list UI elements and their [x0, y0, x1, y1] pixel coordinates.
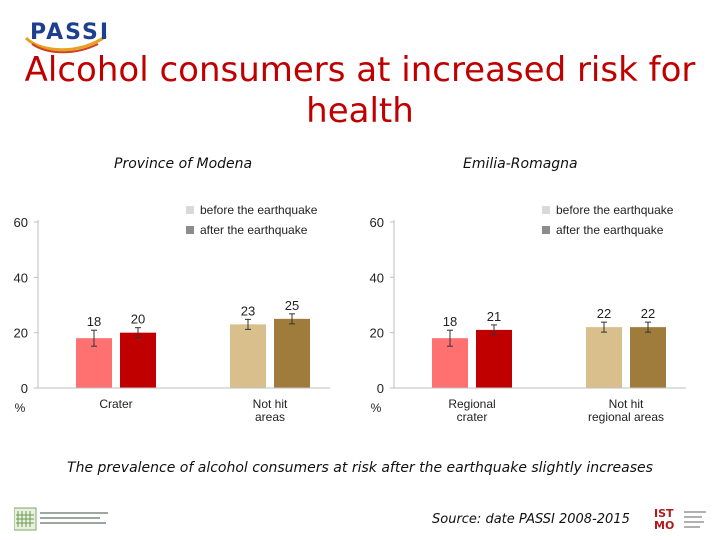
y-tick-label: 20 [14, 326, 28, 341]
bar-value-label: 21 [487, 309, 501, 324]
logo-text: PASSI [30, 20, 111, 45]
bar-after [274, 318, 310, 388]
slide-caption: The prevalence of alcohol consumers at r… [67, 460, 653, 476]
bar-value-label: 22 [641, 306, 655, 321]
y-tick-label: 40 [14, 270, 28, 285]
legend-swatch-before [186, 206, 194, 214]
y-tick-label: 0 [377, 381, 384, 396]
passi-logo-graphic [24, 34, 107, 54]
bar-value-label: 18 [443, 314, 457, 329]
y-axis-unit-label: % [371, 401, 382, 415]
bar-value-label: 18 [87, 314, 101, 329]
legend-label-before: before the earthquake [200, 203, 318, 217]
category-label: Crater [99, 397, 132, 411]
chart-title-emilia-romagna: Emilia-Romagna [463, 156, 578, 172]
istmo-logo-text: IST MO [654, 507, 675, 532]
y-tick-label: 0 [21, 381, 28, 396]
y-tick-label: 60 [14, 215, 28, 230]
y-tick-label: 60 [370, 215, 384, 230]
category-label: Regional [448, 397, 495, 411]
source-note: Source: date PASSI 2008-2015 [432, 512, 630, 527]
category-label: areas [255, 410, 285, 424]
passi-logo: PASSI [22, 14, 112, 54]
regional-logo [13, 506, 114, 532]
legend-label-before: before the earthquake [556, 203, 674, 217]
legend-swatch-after [186, 226, 194, 234]
bar-value-label: 23 [241, 303, 255, 318]
page-title: Alcohol consumers at increased risk for … [24, 50, 696, 131]
bar-after [476, 329, 512, 388]
y-tick-label: 20 [370, 326, 384, 341]
bar-before [586, 327, 622, 388]
bar-before [230, 324, 266, 388]
legend-swatch-after [542, 226, 550, 234]
bar-value-label: 20 [131, 312, 145, 327]
category-label: regional areas [588, 410, 664, 424]
y-axis-unit-label: % [15, 401, 26, 415]
regional-logo-graphic [13, 507, 108, 531]
chart-emilia-romagna: 0 20 40 60% before the earthquake after the e… [370, 203, 686, 424]
y-tick-label: 40 [370, 270, 384, 285]
bar-after [120, 332, 156, 388]
istmo-logo: IST MO [654, 508, 710, 534]
bar-value-label: 22 [597, 306, 611, 321]
category-label: Not hit [609, 397, 644, 411]
legend-swatch-before [542, 206, 550, 214]
legend-label-after: after the earthquake [556, 223, 664, 237]
category-label: crater [457, 410, 488, 424]
bar-value-label: 25 [285, 298, 299, 313]
chart-modena: 0 20 40 60% before the earthquake after the e… [14, 203, 330, 424]
istmo-logo-graphic [684, 511, 706, 528]
chart-title-modena: Province of Modena [114, 156, 253, 172]
category-label: Not hit [253, 397, 288, 411]
bar-after [630, 327, 666, 388]
legend-label-after: after the earthquake [200, 223, 308, 237]
